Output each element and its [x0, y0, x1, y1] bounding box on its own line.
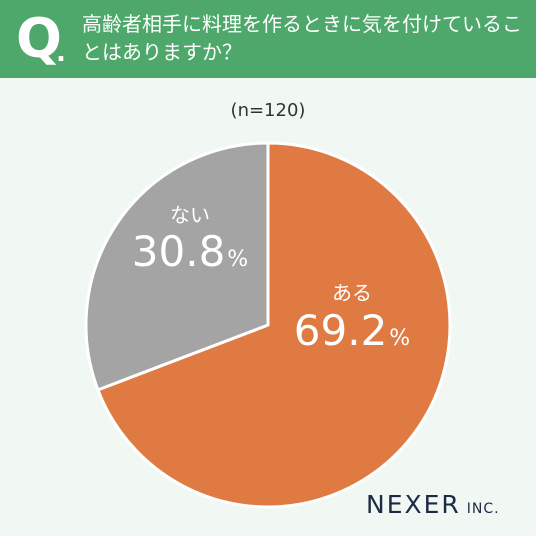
slice-label-yes: ある	[332, 281, 372, 305]
q-mark: Q	[16, 7, 62, 70]
pie-slice-yes	[96, 141, 452, 509]
slice-value-no: 30.8%	[132, 227, 248, 276]
logo-suffix-text: INC.	[466, 501, 500, 517]
pie-slice-no	[84, 141, 270, 392]
nexer-logo: NEXER INC.	[366, 490, 500, 519]
slice-label-no: ない	[170, 203, 210, 227]
sample-size-label: (n=120)	[230, 100, 306, 121]
logo-main-text: NEXER	[366, 490, 461, 519]
q-dot: .	[56, 38, 66, 68]
slice-value-yes: 69.2%	[294, 306, 410, 355]
question-header: Q . 高齢者相手に料理を作るときに気を付けていることはありますか？	[0, 0, 536, 78]
question-text: 高齢者相手に料理を作るときに気を付けていることはありますか？	[82, 12, 522, 64]
